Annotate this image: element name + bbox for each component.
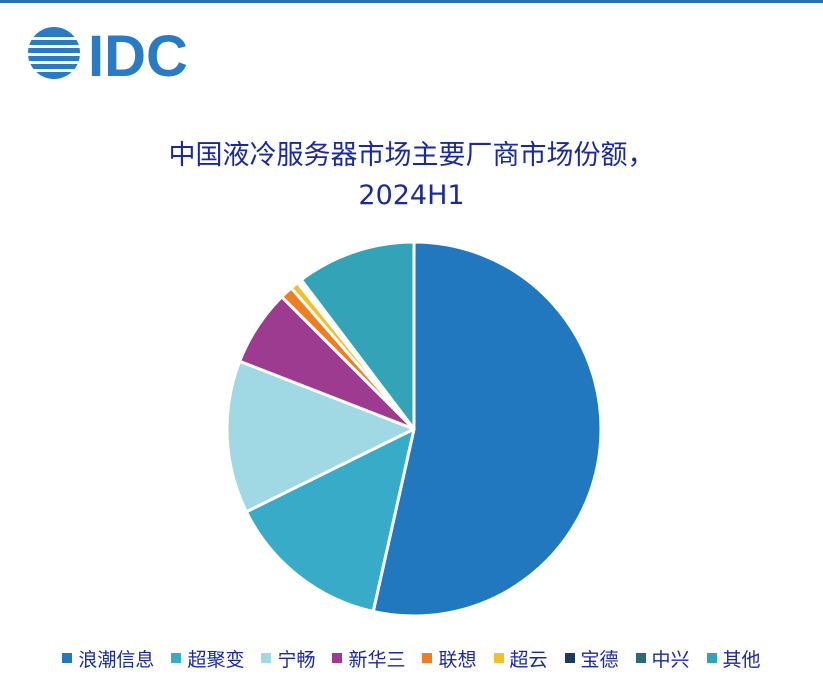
legend-label-5: 超云 xyxy=(509,648,548,671)
legend-label-0: 浪潮信息 xyxy=(78,648,155,671)
chart-legend: 浪潮信息 超聚变 宁畅 新华三 联想 超云 宝德 中兴 其他 xyxy=(0,644,823,672)
legend-swatch-8 xyxy=(706,653,717,663)
pie-slice-8 xyxy=(299,240,416,431)
legend-swatch-7 xyxy=(635,653,646,663)
legend-label-3: 新华三 xyxy=(348,648,406,671)
logo-text: IDC xyxy=(88,24,188,82)
legend-item-7: 中兴 xyxy=(635,645,690,672)
chart-title-block: 中国液冷服务器市场主要厂商市场份额， 2024H1 xyxy=(0,136,823,216)
pie-slice-0 xyxy=(371,240,603,618)
legend-swatch-5 xyxy=(493,653,504,663)
legend-swatch-2 xyxy=(261,653,272,663)
legend-item-0: 浪潮信息 xyxy=(62,645,154,672)
legend-item-4: 联想 xyxy=(422,645,477,672)
legend-label-2: 宁畅 xyxy=(277,648,316,671)
legend-label-6: 宝德 xyxy=(580,648,619,671)
legend-label-8: 其他 xyxy=(722,648,761,671)
legend-swatch-0 xyxy=(62,653,73,663)
legend-item-3: 新华三 xyxy=(332,645,405,672)
legend-label-1: 超聚变 xyxy=(187,648,245,671)
top-rule xyxy=(0,0,823,3)
legend-swatch-1 xyxy=(171,653,182,663)
legend-item-8: 其他 xyxy=(706,645,761,672)
legend-swatch-4 xyxy=(422,653,433,663)
legend-swatch-3 xyxy=(332,653,343,663)
legend-item-2: 宁畅 xyxy=(261,645,315,672)
pie-slice-2 xyxy=(225,359,416,514)
idc-logo: IDC xyxy=(26,24,188,82)
legend-item-5: 超云 xyxy=(493,645,548,672)
legend-item-1: 超聚变 xyxy=(171,645,244,672)
legend-label-7: 中兴 xyxy=(651,648,690,671)
legend-item-6: 宝德 xyxy=(564,645,619,672)
pie-slice-1 xyxy=(244,427,416,613)
legend-label-4: 联想 xyxy=(438,648,477,671)
legend-swatch-6 xyxy=(564,653,575,663)
chart-subtitle: 2024H1 xyxy=(358,180,465,211)
chart-title: 中国液冷服务器市场主要厂商市场份额， xyxy=(168,140,655,171)
